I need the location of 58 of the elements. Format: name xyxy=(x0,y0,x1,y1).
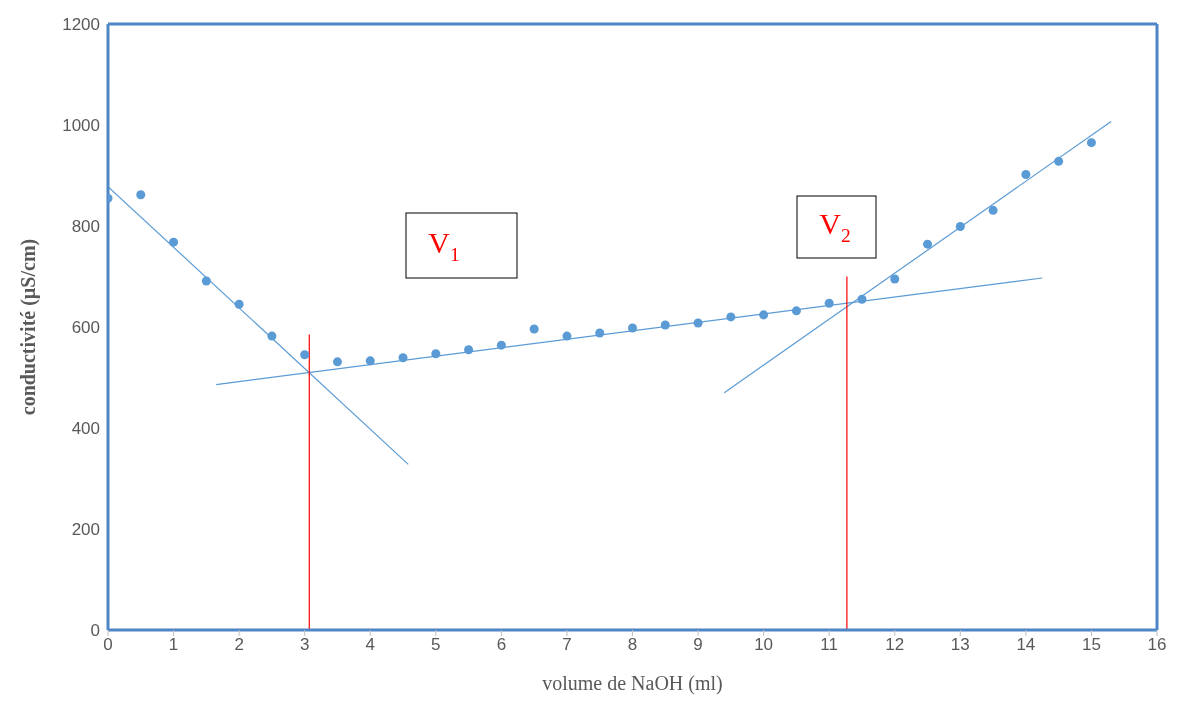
point xyxy=(398,353,408,363)
y-axis-title: conductivité (µS/cm) xyxy=(17,238,41,416)
point xyxy=(300,350,310,360)
x-tick-label: 8 xyxy=(627,635,638,655)
point xyxy=(791,306,801,316)
y-tick-label: 800 xyxy=(71,217,100,237)
y-tick-label: 1200 xyxy=(62,15,100,35)
x-tick-label: 16 xyxy=(1147,635,1167,655)
point xyxy=(627,323,638,333)
x-tick-label: 3 xyxy=(299,635,310,655)
x-tick-label: 9 xyxy=(693,635,703,655)
x-tick-label: 0 xyxy=(103,635,113,655)
x-tick-label: 11 xyxy=(820,635,839,655)
x-tick-label: 14 xyxy=(1016,635,1036,655)
point xyxy=(857,294,867,304)
x-tick-label: 1 xyxy=(168,635,179,655)
y-tick-label: 600 xyxy=(71,318,100,338)
x-tick-label: 7 xyxy=(562,635,572,655)
point xyxy=(726,312,736,322)
point xyxy=(955,222,965,232)
x-axis-title: volume de NaOH (ml) xyxy=(542,672,723,695)
point xyxy=(1021,169,1031,179)
point xyxy=(1054,156,1064,166)
annotation: V$_{2}$ xyxy=(819,206,851,246)
point xyxy=(923,239,933,249)
point xyxy=(529,324,539,334)
x-tick-label: 13 xyxy=(950,635,970,655)
point xyxy=(693,318,703,328)
y-tick-label: 400 xyxy=(71,419,100,439)
x-tick-label: 5 xyxy=(431,635,441,655)
point xyxy=(365,356,375,366)
x-tick-label: 10 xyxy=(754,635,774,655)
point xyxy=(169,237,179,247)
x-tick-label: 2 xyxy=(234,635,244,655)
y-tick-label: 1000 xyxy=(62,116,100,136)
point xyxy=(759,310,769,320)
annotation: V$_{1}$ xyxy=(428,225,460,265)
point xyxy=(431,349,441,359)
point xyxy=(332,357,342,367)
point xyxy=(234,299,244,309)
point xyxy=(988,205,998,215)
point xyxy=(595,328,605,338)
point xyxy=(267,331,277,341)
x-tick-label: 6 xyxy=(496,635,507,655)
x-tick-label: 4 xyxy=(365,635,375,655)
point xyxy=(496,340,506,350)
point xyxy=(562,331,572,341)
y-tick-label: 200 xyxy=(71,520,100,540)
point xyxy=(824,298,834,308)
point xyxy=(136,190,146,200)
point xyxy=(660,320,670,330)
x-tick-label: 12 xyxy=(885,635,905,655)
y-tick-label: 0 xyxy=(90,621,100,641)
x-tick-label: 15 xyxy=(1081,635,1101,655)
point xyxy=(890,274,900,284)
point xyxy=(201,276,211,286)
point xyxy=(1086,138,1096,148)
point xyxy=(464,345,474,355)
